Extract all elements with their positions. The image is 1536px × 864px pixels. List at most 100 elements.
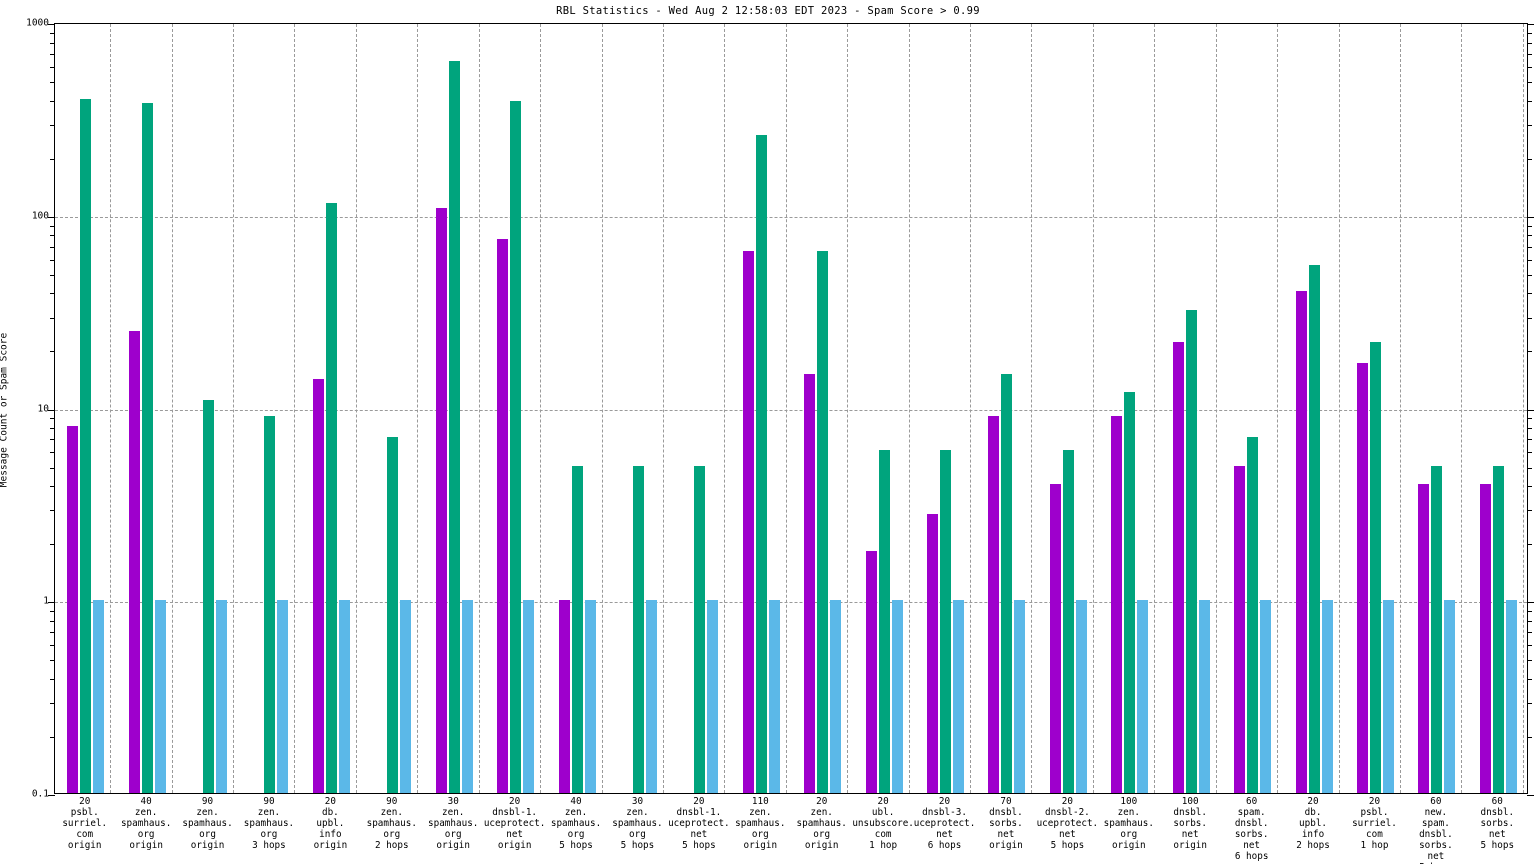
- y-axis-minor-tick: [50, 53, 55, 55]
- y-axis-minor-tick: [50, 632, 55, 634]
- y-axis-minor-tick: [1527, 246, 1532, 248]
- y-axis-minor-tick: [1527, 293, 1532, 295]
- vertical-gridline: [1339, 24, 1340, 793]
- bar-group: [497, 24, 535, 793]
- vertical-gridline: [294, 24, 295, 793]
- plot-inner: [48, 24, 1534, 796]
- bar-score-0-1: [1014, 600, 1026, 793]
- y-axis-minor-tick: [50, 467, 55, 469]
- y-axis-minor-tick: [50, 317, 55, 319]
- bar-group: [67, 24, 105, 793]
- bar-not-spam: [1172, 341, 1184, 793]
- y-axis-minor-tick: [1527, 225, 1532, 227]
- bar-spam: [141, 103, 153, 793]
- y-axis-minor-tick: [1527, 66, 1532, 68]
- x-axis-tick-labels: 20 psbl. surriel. com origin 40 zen. spam…: [54, 796, 1528, 864]
- y-axis-minor-tick: [50, 703, 55, 705]
- bar-group: [128, 24, 166, 793]
- x-axis-tick-label: 110 zen. spamhaus. org origin: [735, 796, 786, 851]
- bar-not-spam: [1356, 363, 1368, 793]
- vertical-gridline: [417, 24, 418, 793]
- y-axis-minor-tick: [50, 274, 55, 276]
- vertical-gridline: [110, 24, 111, 793]
- y-axis-minor-tick: [1527, 645, 1532, 646]
- x-axis-tick-label: 20 dnsbl-3. uceprotect. net 6 hops: [913, 796, 976, 851]
- vertical-gridline: [172, 24, 173, 793]
- bar-spam: [203, 399, 215, 793]
- y-axis-minor-tick: [1527, 510, 1532, 512]
- bar-not-spam: [1049, 484, 1061, 793]
- vertical-gridline: [847, 24, 848, 793]
- vertical-gridline: [479, 24, 480, 793]
- y-axis-minor-tick: [1527, 158, 1532, 160]
- bar-score-0-1: [523, 600, 535, 793]
- bar-score-0-1: [1444, 600, 1456, 793]
- y-axis-minor-tick: [1527, 467, 1532, 469]
- y-axis-major-tick: [1527, 409, 1534, 411]
- y-axis-minor-tick: [50, 293, 55, 295]
- vertical-gridline: [1216, 24, 1217, 793]
- bar-spam: [940, 450, 952, 793]
- bar-group: [251, 24, 289, 793]
- bar-group: [374, 24, 412, 793]
- y-axis-major-tick: [1527, 24, 1534, 25]
- y-axis-minor-tick: [1527, 736, 1532, 738]
- bar-not-spam: [1234, 465, 1246, 793]
- x-axis-tick-label: 90 zen. spamhaus. org 3 hops: [243, 796, 295, 851]
- x-axis-tick-label: 20 ubl. unsubscore. com 1 hop: [852, 796, 914, 851]
- bar-score-0-1: [1260, 600, 1272, 793]
- y-axis-minor-tick: [50, 32, 55, 34]
- bar-spam: [80, 98, 92, 793]
- y-axis-minor-tick: [1527, 124, 1532, 126]
- y-axis-minor-tick: [1527, 235, 1532, 237]
- y-axis-minor-tick: [50, 225, 55, 227]
- bar-score-0-1: [584, 600, 596, 793]
- bar-group: [681, 24, 719, 793]
- vertical-gridline: [602, 24, 603, 793]
- bar-group: [558, 24, 596, 793]
- y-axis-minor-tick: [1527, 42, 1532, 44]
- y-axis-minor-tick: [50, 82, 55, 84]
- vertical-gridline: [970, 24, 971, 793]
- vertical-gridline: [233, 24, 234, 793]
- y-axis-minor-tick: [50, 246, 55, 248]
- x-axis-tick-label: 30 zen. spamhaus. org origin: [428, 796, 479, 851]
- y-axis-minor-tick: [1527, 259, 1532, 261]
- y-axis-minor-tick: [1527, 544, 1532, 546]
- y-axis-minor-tick: [50, 428, 55, 430]
- bar-score-0-1: [707, 600, 719, 793]
- horizontal-gridline: [55, 409, 1527, 411]
- y-axis-minor-tick: [1527, 428, 1532, 430]
- y-axis-minor-tick: [50, 100, 55, 102]
- bar-not-spam: [927, 514, 939, 793]
- bar-spam: [1431, 465, 1443, 793]
- bar-score-0-1: [768, 600, 780, 793]
- vertical-gridline: [1154, 24, 1155, 793]
- bar-group: [927, 24, 965, 793]
- bar-not-spam: [1111, 416, 1123, 793]
- x-axis-tick-label: 20 psbl. surriel. com 1 hop: [1352, 796, 1397, 851]
- bar-score-0-1: [400, 600, 412, 793]
- x-axis-tick-label: 20 dnsbl-2. uceprotect. net 5 hops: [1036, 796, 1099, 851]
- y-axis-minor-tick: [1527, 452, 1532, 454]
- bar-spam: [325, 203, 337, 793]
- bar-group: [1172, 24, 1210, 793]
- x-axis-tick-label: 100 zen. spamhaus. org origin: [1103, 796, 1154, 851]
- vertical-gridline: [1461, 24, 1462, 793]
- vertical-gridline: [663, 24, 664, 793]
- bar-spam: [1308, 264, 1320, 793]
- y-axis-minor-tick: [1527, 317, 1532, 319]
- y-axis-tick-label: 1000: [26, 17, 49, 29]
- bar-score-0-1: [461, 600, 473, 793]
- bar-spam: [1062, 450, 1074, 793]
- bar-spam: [1185, 310, 1197, 793]
- y-axis-major-tick: [1527, 216, 1534, 218]
- y-axis-minor-tick: [1527, 32, 1532, 34]
- bar-group: [804, 24, 842, 793]
- y-axis-tick-label: 0.1: [31, 788, 49, 800]
- x-axis-tick-label: 90 zen. spamhaus. org origin: [182, 796, 233, 851]
- vertical-gridline: [540, 24, 541, 793]
- y-axis-tick-label: 100: [31, 210, 49, 221]
- y-axis-minor-tick: [50, 544, 55, 546]
